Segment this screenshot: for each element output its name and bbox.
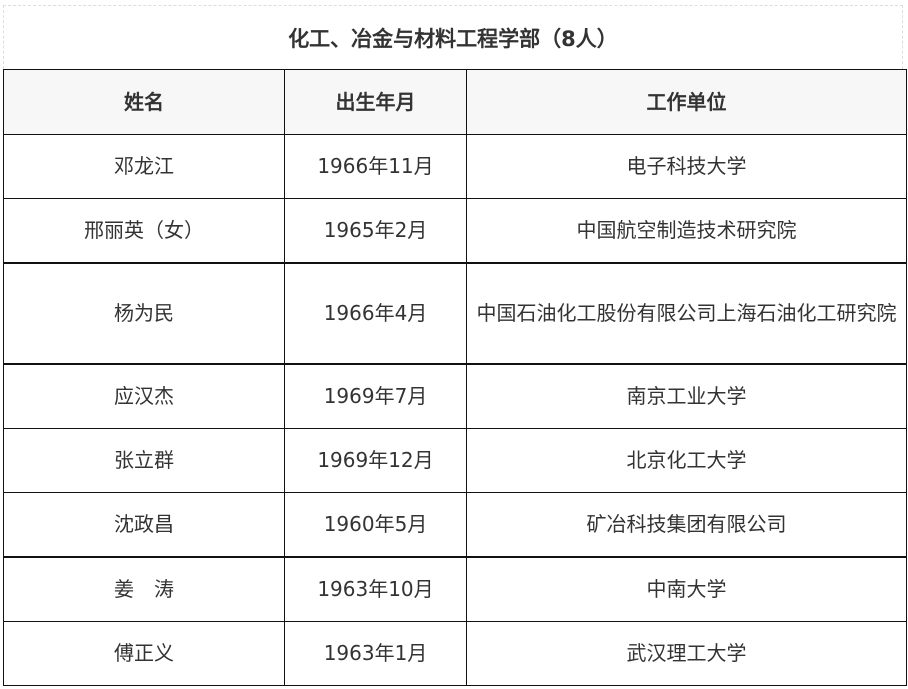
- name-cell: 应汉杰: [3, 363, 285, 429]
- employer-cell: 武汉理工大学: [466, 621, 907, 686]
- header-birth: 出生年月: [284, 69, 467, 135]
- table-title: 化工、冶金与材料工程学部（8人）: [3, 5, 903, 69]
- header-name: 姓名: [3, 69, 285, 135]
- header-row: 姓名 出生年月 工作单位: [3, 69, 907, 135]
- name-cell: 沈政昌: [3, 492, 285, 558]
- name-cell: 姜 涛: [3, 556, 285, 622]
- academician-table: 姓名 出生年月 工作单位 邓龙江 1966年11月 电子科技大学 邢丽英（女） 1965…: [3, 69, 907, 686]
- birth-cell: 1966年11月: [284, 134, 467, 199]
- table-row: 张立群 1969年12月 北京化工大学: [3, 428, 907, 493]
- birth-cell: 1965年2月: [284, 198, 467, 264]
- name-cell: 邓龙江: [3, 134, 285, 199]
- birth-cell: 1963年10月: [284, 556, 467, 622]
- employer-cell: 南京工业大学: [466, 363, 907, 429]
- table-row: 姜 涛 1963年10月 中南大学: [3, 556, 907, 622]
- name-cell: 傅正义: [3, 621, 285, 686]
- birth-cell: 1966年4月: [284, 262, 467, 365]
- employer-cell: 中国石油化工股份有限公司上海石油化工研究院: [466, 262, 907, 365]
- name-cell: 邢丽英（女）: [3, 198, 285, 264]
- employer-cell: 中南大学: [466, 556, 907, 622]
- table-row: 邓龙江 1966年11月 电子科技大学: [3, 134, 907, 199]
- header-employer: 工作单位: [466, 69, 907, 135]
- table-row: 应汉杰 1969年7月 南京工业大学: [3, 363, 907, 429]
- name-cell: 杨为民: [3, 262, 285, 365]
- birth-cell: 1960年5月: [284, 492, 467, 558]
- employer-cell: 中国航空制造技术研究院: [466, 198, 907, 264]
- table-row: 杨为民 1966年4月 中国石油化工股份有限公司上海石油化工研究院: [3, 262, 907, 365]
- birth-cell: 1969年12月: [284, 428, 467, 493]
- employer-cell: 北京化工大学: [466, 428, 907, 493]
- table-row: 邢丽英（女） 1965年2月 中国航空制造技术研究院: [3, 198, 907, 264]
- table-row: 傅正义 1963年1月 武汉理工大学: [3, 621, 907, 686]
- employer-cell: 电子科技大学: [466, 134, 907, 199]
- birth-cell: 1969年7月: [284, 363, 467, 429]
- birth-cell: 1963年1月: [284, 621, 467, 686]
- table-row: 沈政昌 1960年5月 矿冶科技集团有限公司: [3, 492, 907, 558]
- employer-cell: 矿冶科技集团有限公司: [466, 492, 907, 558]
- name-cell: 张立群: [3, 428, 285, 493]
